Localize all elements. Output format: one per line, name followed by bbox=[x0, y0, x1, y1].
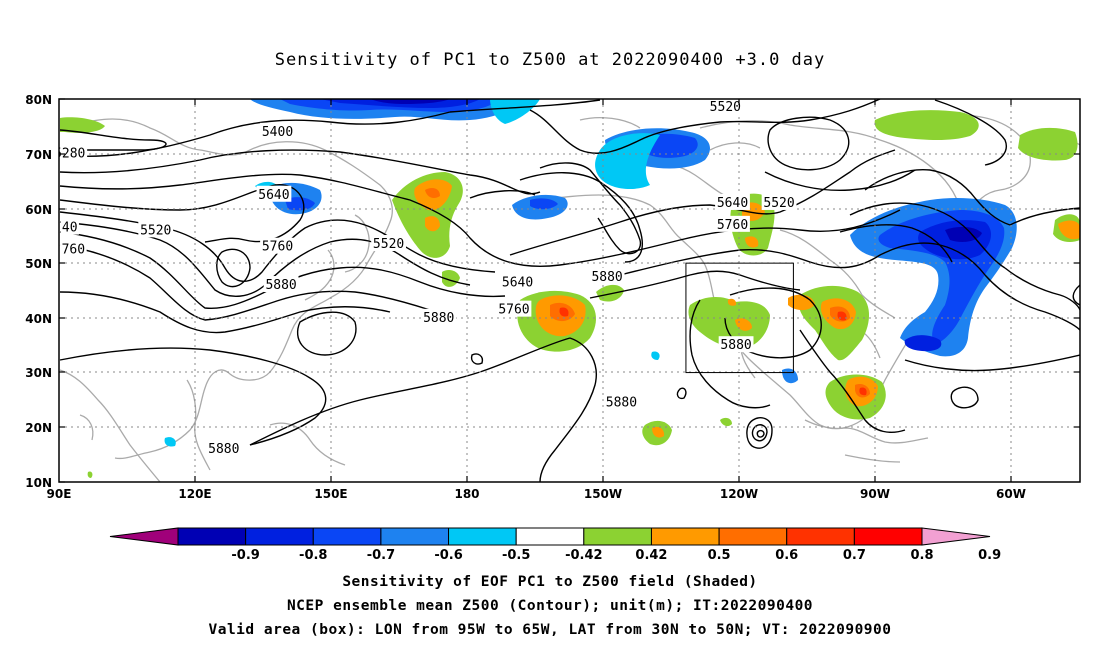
colorbar: -0.9 -0.8 -0.7 -0.6 -0.5 -0.42 0.42 0.5 0.6 0.7 0.… bbox=[109, 527, 1001, 563]
lat-label: 10N bbox=[25, 476, 52, 490]
contour-label-bg bbox=[371, 234, 406, 251]
colorbar-low-arrow bbox=[109, 527, 179, 546]
contour-label-bg bbox=[60, 240, 87, 257]
lon-label: 90E bbox=[47, 487, 72, 501]
contour-label: 40 bbox=[62, 221, 78, 236]
lat-axis: 80N 70N 60N 50N 40N 30N 20N 10N bbox=[25, 93, 52, 490]
contour-label: 5520 bbox=[373, 237, 404, 252]
contour-label-bg bbox=[256, 185, 292, 202]
lat-label: 50N bbox=[25, 257, 52, 271]
contour-label: 5760 bbox=[717, 218, 748, 233]
colorbar-segment bbox=[312, 527, 382, 546]
colorbar-label: 0.42 bbox=[635, 548, 667, 563]
contour-label-bg bbox=[60, 218, 79, 235]
contour-label-bg bbox=[707, 99, 743, 115]
contour-label: 5880 bbox=[423, 311, 454, 326]
colorbar-segment bbox=[650, 527, 720, 546]
contour-label-bg bbox=[715, 193, 750, 210]
contour-label-bg bbox=[715, 215, 750, 232]
contour-label-bg bbox=[263, 276, 299, 293]
contour-label-bg bbox=[718, 336, 754, 353]
contour-labels: 5520 5400 5280 5640 5520 40 760 5760 5880 5520 564… bbox=[54, 99, 797, 457]
contour-label-bg bbox=[500, 273, 535, 290]
lat-lon-grid bbox=[59, 99, 1080, 482]
contour-label: 5880 bbox=[265, 278, 296, 293]
figure-title: Sensitivity of PC1 to Z500 at 2022090400… bbox=[274, 50, 826, 70]
caption-valid-area: Valid area (box): LON from 95W to 65W, L… bbox=[208, 622, 892, 638]
contour-label-bg bbox=[421, 308, 457, 325]
contour-label-bg bbox=[138, 221, 174, 238]
lat-label: 40N bbox=[25, 312, 52, 326]
colorbar-label: 0.8 bbox=[910, 548, 933, 563]
lon-label: 150E bbox=[314, 487, 347, 501]
lat-label: 60N bbox=[25, 203, 52, 217]
colorbar-label: 0.5 bbox=[708, 548, 731, 563]
contour-label: 5880 bbox=[606, 396, 637, 411]
contour-label-bg bbox=[761, 193, 797, 210]
contour-label-bg bbox=[589, 267, 625, 284]
colorbar-label: 0.7 bbox=[843, 548, 866, 563]
colorbar-label: -0.8 bbox=[299, 548, 327, 563]
colorbar-segment bbox=[380, 527, 450, 546]
contour-label-bg bbox=[496, 300, 532, 317]
axis-ticks bbox=[59, 98, 1080, 483]
lon-label: 60W bbox=[996, 487, 1026, 501]
contour-label: 5760 bbox=[262, 240, 293, 255]
lon-label: 120E bbox=[178, 487, 211, 501]
contour-label: 5520 bbox=[140, 223, 171, 238]
contour-label-bg bbox=[604, 393, 639, 410]
colorbar-segment bbox=[583, 527, 652, 546]
contour-label: 5520 bbox=[763, 196, 794, 211]
lon-label: 180 bbox=[454, 487, 479, 501]
contour-label: 5880 bbox=[591, 270, 622, 285]
contour-label: 5640 bbox=[258, 188, 289, 203]
colorbar-segment bbox=[718, 527, 788, 546]
colorbar-segment bbox=[177, 527, 247, 546]
colorbar-segment bbox=[786, 527, 855, 546]
contour-label: 5880 bbox=[208, 442, 239, 457]
contour-label-bg bbox=[260, 122, 295, 139]
colorbar-label: -0.6 bbox=[434, 548, 462, 563]
contour-label-bg bbox=[59, 144, 88, 161]
colorbar-label: -0.42 bbox=[565, 548, 602, 563]
contour-label: 5640 bbox=[502, 275, 533, 290]
contour-label-bg bbox=[260, 237, 295, 254]
contour-label: 5880 bbox=[720, 338, 751, 353]
colorbar-segment bbox=[853, 527, 923, 546]
contour-label: 5760 bbox=[498, 303, 529, 318]
colorbar-label: -0.5 bbox=[502, 548, 530, 563]
colorbar-segment bbox=[448, 527, 517, 546]
lon-label: 90W bbox=[860, 487, 890, 501]
z500-contours bbox=[59, 99, 1080, 482]
caption-contour: NCEP ensemble mean Z500 (Contour); unit(… bbox=[286, 598, 814, 614]
contour-label: 760 bbox=[62, 242, 85, 257]
colorbar-label: -0.9 bbox=[231, 548, 259, 563]
caption-shading: Sensitivity of EOF PC1 to Z500 field (Sh… bbox=[342, 574, 758, 590]
colorbar-label: 0.9 bbox=[978, 548, 1001, 563]
contour-label: 5520 bbox=[710, 100, 741, 115]
contour-label-bg bbox=[206, 440, 242, 457]
colorbar-label: 0.6 bbox=[775, 548, 798, 563]
lat-label: 80N bbox=[25, 93, 52, 107]
lon-label: 150W bbox=[584, 487, 622, 501]
sensitivity-shading bbox=[60, 99, 1080, 478]
lat-label: 30N bbox=[25, 366, 52, 380]
lat-label: 20N bbox=[25, 421, 52, 435]
colorbar-segment bbox=[245, 527, 314, 546]
lon-label: 120W bbox=[720, 487, 758, 501]
colorbar-high-arrow bbox=[921, 527, 991, 546]
map-frame bbox=[58, 98, 1081, 483]
lat-label: 70N bbox=[25, 148, 52, 162]
colorbar-segment bbox=[515, 527, 585, 546]
lon-axis: 90E 120E 150E 180 150W 120W 90W 60W bbox=[47, 487, 1026, 501]
contour-label: 5280 bbox=[54, 147, 85, 162]
contour-label: 5400 bbox=[262, 125, 293, 140]
valid-area-box bbox=[685, 262, 794, 374]
colorbar-label: -0.7 bbox=[367, 548, 395, 563]
contour-label: 5640 bbox=[717, 196, 748, 211]
